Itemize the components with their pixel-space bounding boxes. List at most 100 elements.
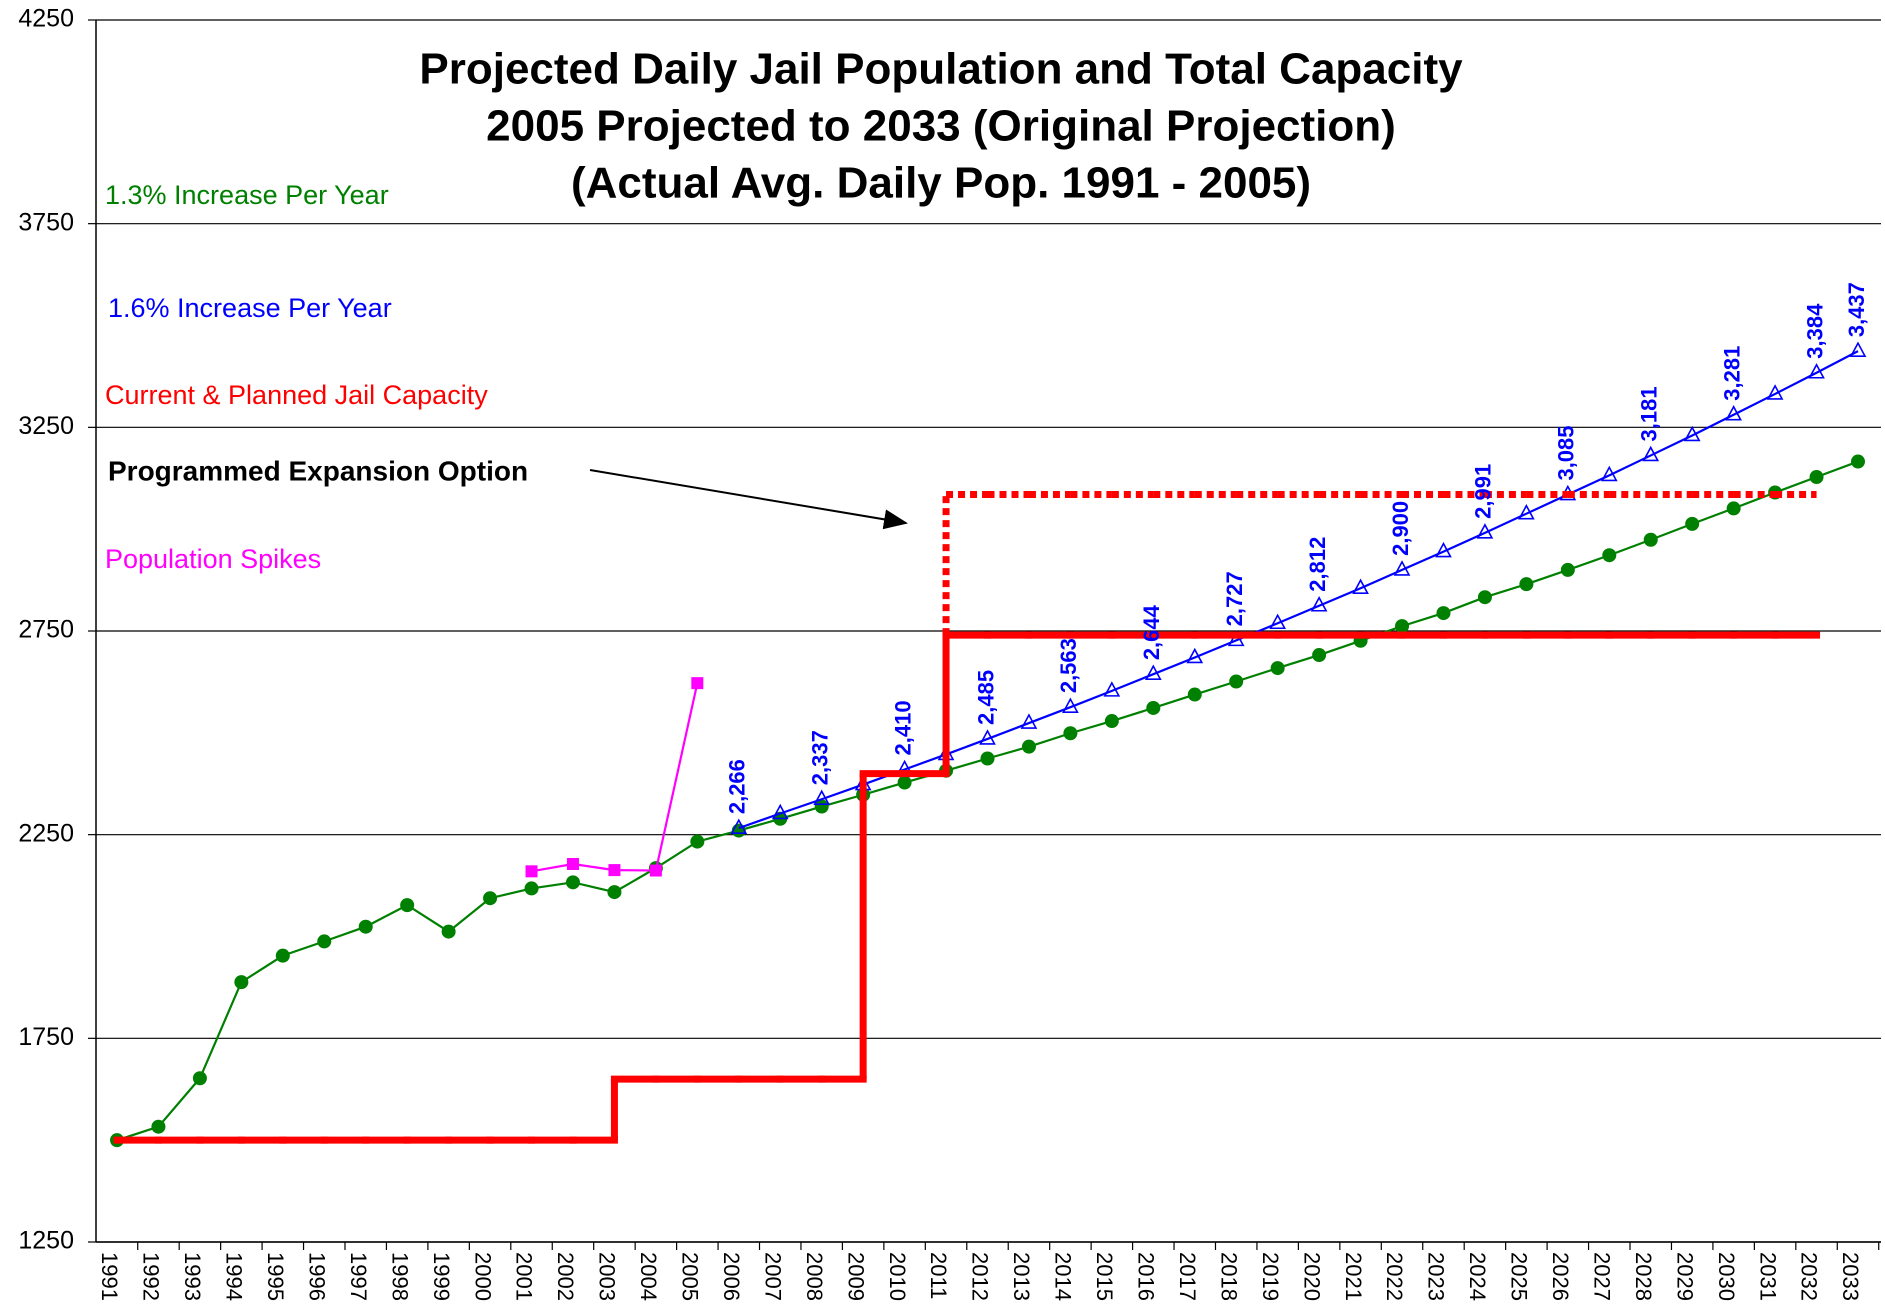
marker <box>151 1119 166 1134</box>
data-label: 2,266 <box>725 759 750 814</box>
data-label: 2,410 <box>890 700 915 755</box>
marker <box>1851 454 1865 469</box>
marker <box>525 865 538 878</box>
marker <box>524 881 539 896</box>
marker <box>1685 516 1700 531</box>
marker <box>1062 697 1079 713</box>
x-tick-label: 2020 <box>1299 1252 1324 1301</box>
x-tick-label: 2031 <box>1755 1252 1780 1301</box>
marker <box>1849 341 1867 357</box>
marker <box>1560 562 1575 577</box>
y-tick-label: 2250 <box>18 819 74 847</box>
marker <box>980 751 995 766</box>
marker <box>649 864 662 877</box>
y-tick-label: 1750 <box>18 1023 74 1051</box>
x-tick-label: 2021 <box>1341 1252 1366 1301</box>
x-tick-label: 2004 <box>636 1252 661 1301</box>
marker <box>607 885 622 900</box>
data-label: 2,991 <box>1471 464 1496 519</box>
marker <box>1103 681 1121 697</box>
marker <box>1435 541 1452 558</box>
x-tick-label: 2009 <box>843 1252 868 1301</box>
x-tick-label: 2032 <box>1797 1252 1822 1301</box>
marker <box>1021 739 1036 754</box>
x-tick-label: 2017 <box>1175 1252 1200 1301</box>
x-tick-label: 2006 <box>719 1252 744 1301</box>
x-tick-label: 2015 <box>1092 1252 1117 1301</box>
x-tick-label: 2013 <box>1009 1252 1034 1301</box>
plot <box>110 341 1867 1148</box>
marker <box>358 919 373 934</box>
x-tick-label: 2005 <box>678 1252 703 1301</box>
data-label: 3,437 <box>1844 282 1869 337</box>
marker <box>813 789 831 806</box>
marker <box>1269 613 1287 630</box>
y-tick-label: 1250 <box>18 1227 74 1255</box>
x-tick-label: 2002 <box>553 1252 578 1301</box>
grid <box>88 19 1881 1250</box>
x-tick-label: 2023 <box>1424 1252 1449 1301</box>
x-tick-label: 1999 <box>429 1252 454 1301</box>
marker <box>1393 560 1411 576</box>
marker <box>275 948 290 963</box>
marker <box>1063 726 1078 741</box>
chart-title: 2005 Projected to 2033 (Original Project… <box>486 102 1396 151</box>
data-label: 3,384 <box>1802 303 1827 359</box>
marker <box>234 975 249 990</box>
marker <box>1476 523 1494 539</box>
data-label: 2,644 <box>1139 604 1164 660</box>
data-label: 3,085 <box>1554 425 1579 480</box>
marker <box>192 1071 207 1086</box>
legend-label: Population Spikes <box>105 544 321 574</box>
marker <box>1725 405 1742 421</box>
y-tick-label: 4250 <box>18 5 74 33</box>
data-label: 2,727 <box>1222 571 1247 626</box>
x-tick-label: 2024 <box>1465 1252 1490 1301</box>
marker <box>1643 532 1658 547</box>
x-tick-label: 2003 <box>595 1252 620 1301</box>
data-label: 2,563 <box>1056 638 1081 693</box>
marker <box>1518 504 1535 520</box>
marker <box>1808 363 1825 379</box>
marker <box>1146 700 1161 715</box>
marker <box>1310 596 1328 612</box>
marker <box>979 729 996 745</box>
marker <box>400 898 415 913</box>
series-line <box>738 350 1859 830</box>
x-tick-label: 1995 <box>263 1252 288 1301</box>
x-tick-label: 2033 <box>1838 1252 1863 1301</box>
marker <box>814 799 829 814</box>
marker <box>1436 606 1451 621</box>
x-tick-label: 2030 <box>1714 1252 1739 1301</box>
marker <box>1600 465 1618 482</box>
marker <box>691 677 704 690</box>
x-tick-label: 2028 <box>1631 1252 1656 1301</box>
marker <box>566 857 579 870</box>
marker <box>1270 661 1285 676</box>
x-tick-label: 2001 <box>512 1252 537 1301</box>
marker <box>1187 687 1202 702</box>
x-tick-label: 1992 <box>139 1252 164 1301</box>
x-tick-label: 2019 <box>1258 1252 1283 1301</box>
x-tick-label: 2026 <box>1548 1252 1573 1301</box>
chart-title: (Actual Avg. Daily Pop. 1991 - 2005) <box>571 159 1311 208</box>
marker <box>1683 425 1701 442</box>
marker <box>730 818 748 834</box>
x-tick-label: 2010 <box>885 1252 910 1301</box>
y-tick-label: 3250 <box>18 412 74 440</box>
x-tick-label: 2011 <box>926 1252 951 1299</box>
marker <box>1227 630 1245 647</box>
legend-label: 1.6% Increase Per Year <box>108 293 392 323</box>
x-tick-label: 2016 <box>1133 1252 1158 1301</box>
x-tick-label: 1998 <box>387 1252 412 1301</box>
marker <box>771 803 789 820</box>
marker <box>1809 470 1824 485</box>
marker <box>441 924 456 939</box>
marker <box>317 934 332 949</box>
y-tick-label: 3750 <box>18 208 74 236</box>
legend-label: Current & Planned Jail Capacity <box>105 380 488 410</box>
x-tick-label: 2007 <box>760 1252 785 1301</box>
marker <box>690 834 705 849</box>
x-tick-label: 1994 <box>222 1252 247 1301</box>
data-label: 3,181 <box>1637 386 1662 441</box>
